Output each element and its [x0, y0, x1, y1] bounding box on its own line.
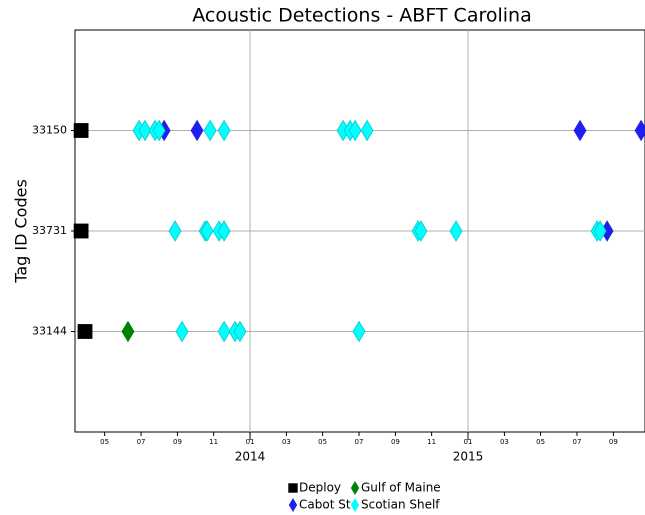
data-point	[217, 320, 231, 343]
data-point	[77, 324, 93, 339]
data-point	[200, 220, 214, 242]
x-tick-label: 01	[246, 438, 255, 446]
x-tick-label: 03	[500, 438, 509, 446]
y-axis-label: Tag ID Codes	[12, 179, 31, 284]
data-point	[217, 220, 231, 242]
legend-marker	[288, 498, 298, 512]
data-point	[573, 119, 587, 142]
y-tick-label: 33144	[32, 325, 67, 338]
x-tick-label: 05	[536, 438, 545, 446]
x-tick-label: 03	[282, 438, 291, 446]
data-point	[449, 220, 463, 242]
data-point	[190, 119, 204, 142]
x-tick-label: 07	[573, 438, 582, 446]
x-tick-label: 09	[173, 438, 182, 446]
data-point	[73, 123, 89, 138]
x-year-label: 2014	[235, 450, 266, 464]
data-point	[168, 220, 182, 242]
x-tick-label: 11	[209, 438, 218, 446]
legend-label: Gulf of Maine	[361, 481, 441, 495]
x-tick-label: 05	[100, 438, 109, 446]
data-point	[152, 119, 166, 142]
data-point	[352, 320, 366, 343]
y-tick-label: 33150	[32, 124, 67, 137]
x-tick-label: 07	[355, 438, 364, 446]
legend-marker	[350, 481, 360, 495]
x-tick-label: 07	[137, 438, 146, 446]
legend-label: Scotian Shelf	[361, 498, 440, 512]
data-point	[360, 119, 374, 142]
data-point	[593, 220, 607, 242]
data-point	[414, 220, 428, 242]
x-tick-label: 01	[464, 438, 473, 446]
chart-title: Acoustic Detections - ABFT Carolina	[192, 5, 531, 27]
data-point	[233, 320, 247, 343]
legend-label: Deploy	[299, 481, 341, 495]
x-tick-label: 09	[391, 438, 400, 446]
x-tick-label: 11	[427, 438, 436, 446]
data-point	[203, 119, 217, 142]
legend-marker	[288, 483, 298, 493]
data-point	[73, 223, 89, 239]
x-tick-label: 09	[609, 438, 618, 446]
legend-marker	[350, 498, 360, 512]
data-point	[634, 119, 645, 142]
data-point	[138, 119, 152, 142]
legend-label: Cabot St	[299, 498, 351, 512]
x-year-label: 2015	[453, 450, 484, 464]
x-tick-label: 05	[318, 438, 327, 446]
data-point	[175, 320, 189, 343]
data-point	[121, 320, 135, 343]
data-point	[348, 119, 362, 142]
data-point	[217, 119, 231, 142]
y-tick-label: 33731	[32, 224, 67, 237]
